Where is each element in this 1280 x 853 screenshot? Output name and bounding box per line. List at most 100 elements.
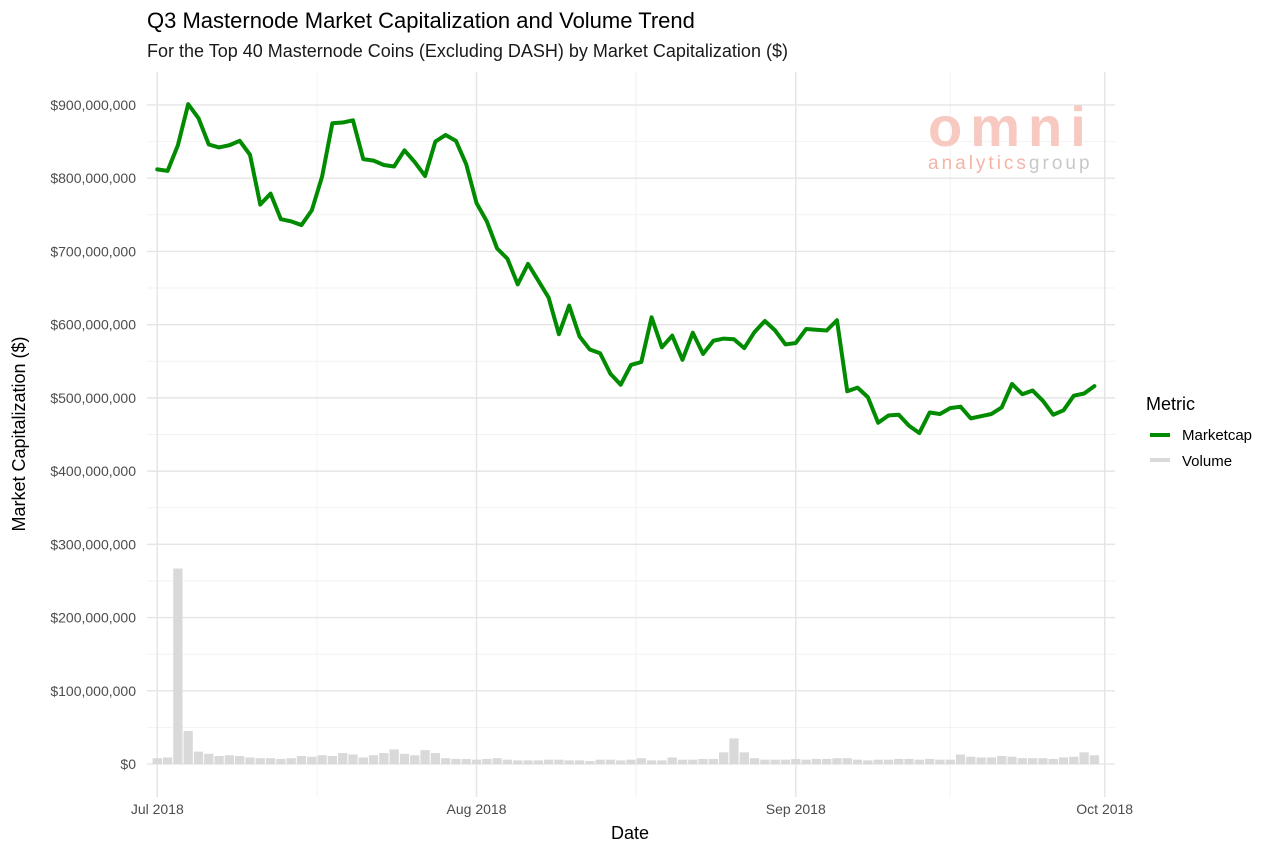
volume-bar (399, 753, 410, 765)
volume-bar (646, 760, 657, 765)
volume-bar (677, 759, 688, 765)
x-axis-title: Date (611, 823, 649, 843)
volume-bar (935, 759, 945, 765)
gridlines (147, 72, 1115, 797)
volume-bar (708, 758, 719, 765)
y-axis-ticks: $0 $100,000,000 $200,000,000 $300,000,000 $4… (50, 97, 136, 772)
volume-bar (554, 759, 564, 765)
volume-bar (193, 751, 204, 765)
volume-bar (914, 759, 924, 765)
volume-bar (1069, 756, 1079, 765)
volume-bar (770, 759, 780, 765)
volume-bar (276, 758, 286, 765)
volume-bar (1027, 758, 1038, 765)
x-axis-ticks: Jul 2018 Aug 2018 Sep 2018 Oct 2018 (131, 801, 1133, 817)
volume-bar (338, 753, 348, 765)
volume-bar (873, 759, 883, 765)
volume-bar (832, 758, 842, 765)
volume-bar (945, 759, 955, 765)
volume-bar (986, 757, 997, 765)
y-tick-label: $800,000,000 (50, 170, 136, 186)
legend-label-volume: Volume (1182, 453, 1232, 470)
y-tick-label: $500,000,000 (50, 390, 136, 406)
volume-series (152, 568, 1100, 765)
y-tick-label: $100,000,000 (50, 683, 136, 699)
volume-bar (317, 755, 327, 765)
volume-bar (863, 760, 873, 765)
volume-bar (1038, 758, 1048, 765)
volume-bar (801, 759, 811, 765)
volume-bar (564, 760, 574, 765)
watermark-logo: omni (928, 95, 1094, 158)
legend-title: Metric (1146, 394, 1195, 414)
volume-bar (739, 752, 749, 765)
volume-bar (482, 758, 492, 765)
volume-bar (749, 758, 760, 765)
volume-bar (379, 753, 389, 765)
y-tick-label: $200,000,000 (50, 610, 136, 626)
legend: Metric Marketcap Volume (1146, 394, 1252, 470)
volume-bar (997, 755, 1007, 765)
x-tick-label: Oct 2018 (1076, 801, 1133, 817)
volume-bar (152, 758, 162, 765)
volume-bar (471, 759, 482, 765)
volume-bar (204, 753, 214, 765)
volume-bar (667, 757, 677, 765)
volume-bar (255, 758, 265, 765)
volume-bar (719, 752, 729, 765)
y-tick-label: $700,000,000 (50, 243, 136, 259)
x-tick-label: Jul 2018 (131, 801, 184, 817)
volume-bar (585, 761, 595, 765)
y-tick-label: $600,000,000 (50, 317, 136, 333)
chart-title: Q3 Masternode Market Capitalization and … (147, 8, 695, 33)
volume-bar (976, 757, 986, 765)
y-tick-label: $0 (120, 756, 136, 772)
volume-bar (327, 755, 337, 765)
volume-bar (296, 755, 307, 765)
volume-bar (1058, 757, 1069, 765)
volume-bar (626, 759, 636, 765)
volume-bar (307, 756, 317, 765)
x-tick-label: Sep 2018 (766, 801, 826, 817)
volume-bar (780, 759, 791, 765)
volume-bar (162, 757, 173, 765)
y-tick-label: $300,000,000 (50, 536, 136, 552)
volume-bar (811, 758, 821, 765)
legend-label-marketcap: Marketcap (1182, 427, 1252, 444)
volume-bar (420, 750, 430, 765)
volume-bar (904, 758, 914, 765)
volume-bar (1017, 758, 1027, 765)
volume-bar (605, 759, 616, 765)
volume-bar (1007, 756, 1017, 765)
volume-bar (822, 758, 832, 765)
volume-bar (224, 755, 235, 765)
volume-bar (183, 731, 193, 765)
volume-bar (173, 568, 183, 765)
volume-bar (214, 755, 224, 765)
watermark-wordmark: analyticsgroup (928, 153, 1093, 174)
volume-bar (760, 759, 770, 765)
volume-bar (265, 758, 276, 765)
volume-bar (430, 753, 440, 765)
x-tick-label: Aug 2018 (447, 801, 507, 817)
volume-bar (595, 759, 605, 765)
volume-bar (461, 758, 471, 765)
volume-bar (502, 759, 513, 765)
volume-bar (729, 738, 739, 765)
volume-bar (235, 755, 245, 765)
y-tick-label: $900,000,000 (50, 97, 136, 113)
volume-bar (698, 758, 708, 765)
volume-bar (389, 749, 399, 765)
chart-subtitle: For the Top 40 Masternode Coins (Excludi… (147, 41, 788, 61)
volume-bar (358, 757, 368, 765)
volume-bar (368, 755, 379, 765)
y-tick-label: $400,000,000 (50, 463, 136, 479)
volume-bar (657, 760, 667, 765)
volume-bar (883, 759, 894, 765)
volume-bar (543, 759, 554, 765)
volume-bar (842, 758, 852, 765)
volume-bar (533, 760, 543, 765)
volume-bar (1089, 755, 1100, 765)
volume-bar (955, 754, 966, 765)
